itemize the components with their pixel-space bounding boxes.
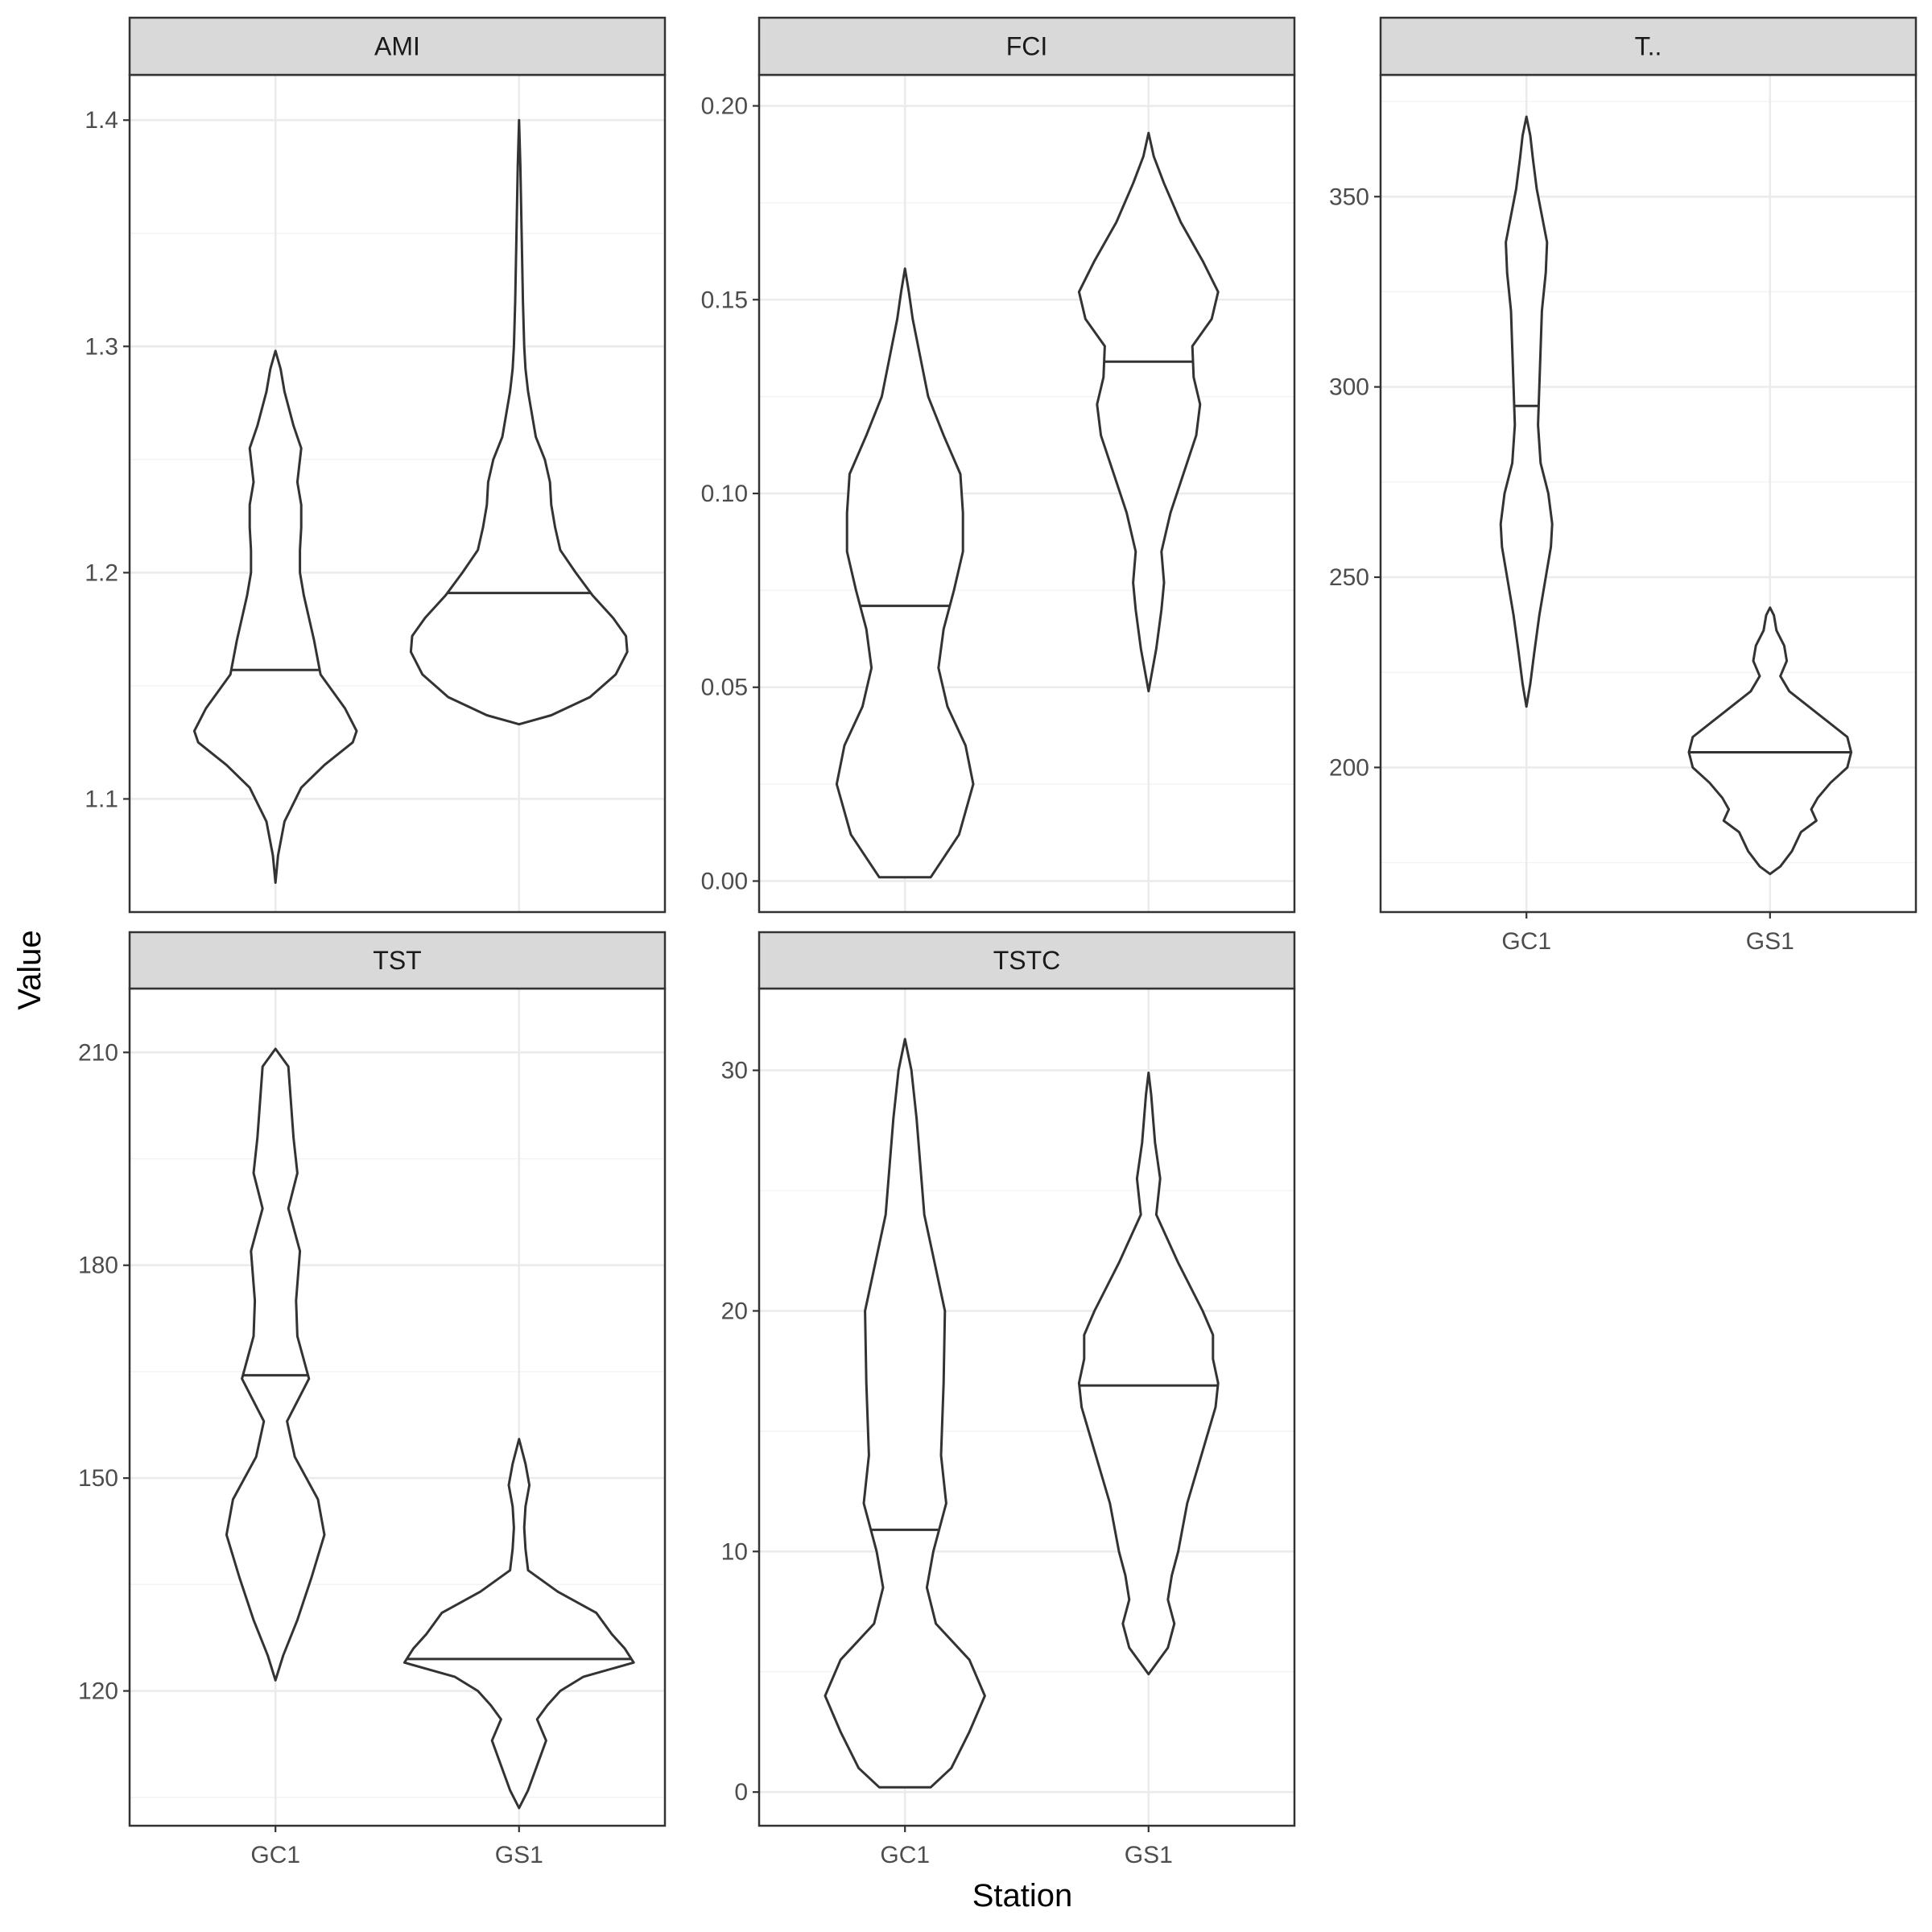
violin-gs1 [1687,606,1853,876]
panel-background [1381,75,1916,912]
violin-gc1 [1499,115,1554,708]
y-tick-label: 150 [78,1465,118,1492]
x-tick-label: GS1 [1746,928,1794,955]
y-tick-label: 0.00 [701,868,748,894]
facet-panel-t: T.. 200 250 300 350 GC1 GS1 [1329,16,1918,955]
x-tick-label: GC1 [250,1842,300,1868]
facet-panel-tstc: TSTC 0 10 20 30 GC1 GS1 [721,931,1296,1868]
y-tick-label: 0.10 [701,481,748,507]
violin-gc1 [192,349,358,884]
facet-title: T.. [1635,32,1662,61]
facet-panel-ami: AMI 1.1 1.2 1.3 1.4 [85,16,667,914]
violin-gs1 [1077,131,1220,693]
y-tick-label: 120 [78,1678,118,1705]
y-tick-label: 350 [1329,184,1369,210]
y-tick-label: 0.05 [701,675,748,701]
violin-gs1 [1077,1071,1220,1676]
x-axis-title: Station [972,1878,1073,1913]
y-tick-label: 30 [721,1058,748,1084]
y-tick-label: 210 [78,1039,118,1066]
violin-gc1 [225,1047,326,1682]
y-tick-label: 250 [1329,564,1369,591]
violin-gs1 [409,118,629,726]
facet-strip [128,16,667,76]
y-tick-label: 300 [1329,374,1369,401]
y-tick-label: 180 [78,1253,118,1279]
x-tick-label: GC1 [880,1842,930,1868]
y-axis-title: Value [12,930,47,1009]
y-tick-label: 1.3 [85,333,118,360]
facet-strip [128,931,667,990]
facet-strip [758,16,1296,76]
facet-panel-tst: TST 120 150 180 210 GC1 GS1 [78,931,667,1868]
y-tick-label: 1.4 [85,107,118,134]
x-tick-label: GC1 [1501,928,1551,955]
violin-gc1 [824,1038,986,1789]
panel-background [130,989,665,1826]
facet-strip [1379,16,1918,76]
panel-background [130,75,665,912]
y-tick-label: 0 [734,1779,748,1806]
y-tick-label: 0.20 [701,93,748,120]
facet-panel-fci: FCI 0.00 0.05 0.10 0.15 0.20 [701,16,1296,914]
facet-panels: AMI 1.1 1.2 1.3 1.4 FCI 0.00 0.05 0.10 0.15 0.20 T.… [78,16,1918,1868]
facet-title: TST [373,946,421,975]
x-tick-label: GS1 [1125,1842,1173,1868]
violin-gc1 [835,267,975,879]
y-tick-label: 10 [721,1538,748,1565]
facet-title: TSTC [993,946,1061,975]
y-tick-label: 1.2 [85,559,118,586]
facet-title: AMI [374,32,420,61]
y-tick-label: 200 [1329,754,1369,781]
y-tick-label: 20 [721,1298,748,1324]
facet-strip [758,931,1296,990]
x-tick-label: GS1 [495,1842,543,1868]
y-tick-label: 0.15 [701,287,748,313]
y-tick-label: 1.1 [85,786,118,812]
violin-gs1 [402,1438,635,1810]
facet-title: FCI [1006,32,1048,61]
